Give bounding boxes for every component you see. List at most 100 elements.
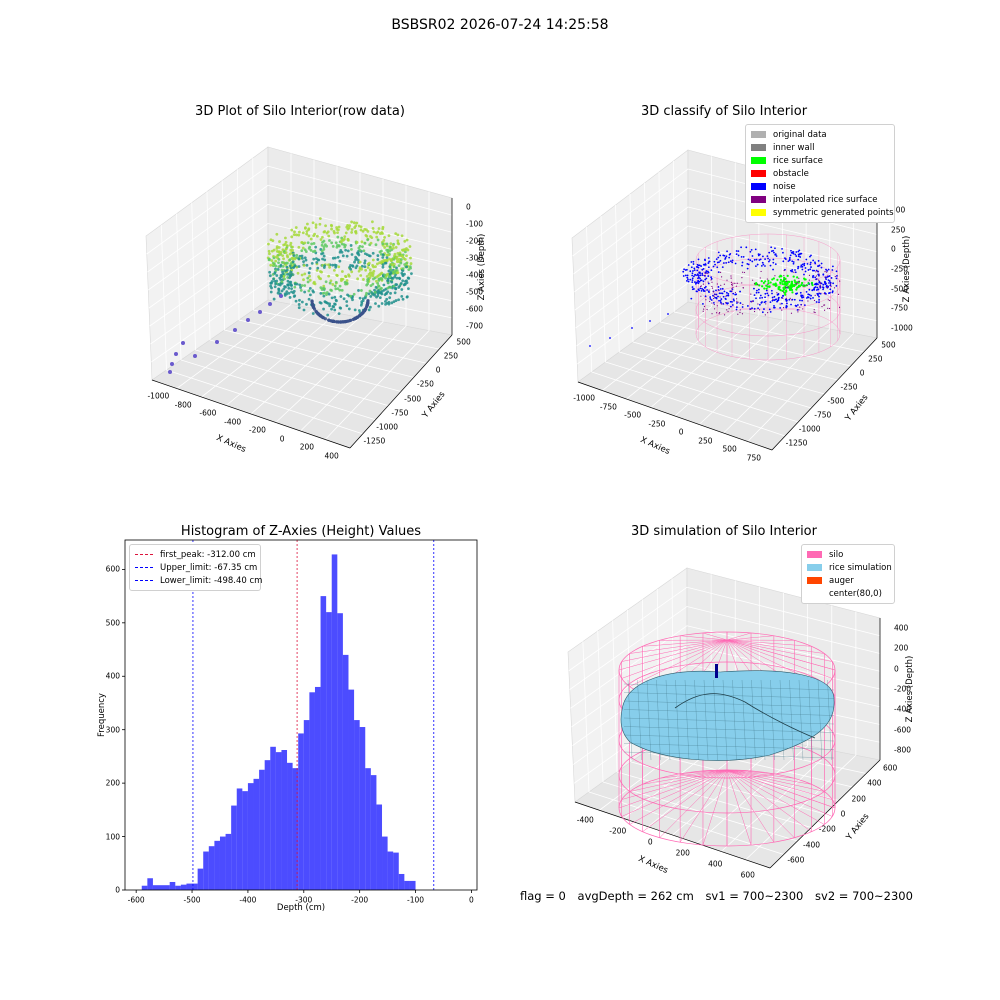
x-tick-label: 400 bbox=[708, 859, 723, 868]
legend-item: symmetric generated points bbox=[751, 206, 894, 219]
z-tick-label: -400 bbox=[894, 704, 912, 714]
y-tick-label: -500 bbox=[404, 394, 422, 404]
x-tick-label: -1000 bbox=[573, 393, 596, 403]
z-tick-label: -800 bbox=[894, 745, 912, 755]
histogram-bar bbox=[281, 750, 288, 890]
x-tick-label: 750 bbox=[746, 453, 762, 463]
histogram-bar bbox=[393, 852, 399, 890]
y-tick-label: 600 bbox=[105, 564, 120, 574]
y-tick-label: -400 bbox=[803, 840, 821, 850]
histogram-bar bbox=[180, 884, 187, 890]
x-tick-label: -600 bbox=[199, 408, 217, 418]
y-tick-label: -750 bbox=[814, 410, 832, 420]
histogram-bar bbox=[141, 885, 148, 890]
histogram-bar bbox=[147, 878, 153, 890]
y-tick-label: 600 bbox=[882, 763, 898, 773]
legend-item: silo bbox=[807, 548, 889, 561]
histogram-bar bbox=[337, 613, 343, 890]
legend-line-swatch bbox=[135, 567, 153, 568]
y-tick-label: 500 bbox=[456, 337, 471, 347]
histogram-legend: first_peak: -312.00 cm Upper_limit: -67.… bbox=[129, 544, 262, 591]
histogram-bar bbox=[197, 868, 204, 890]
y-tick-label: 500 bbox=[881, 340, 896, 350]
y-tick-label: -600 bbox=[787, 855, 805, 865]
histogram-bar bbox=[231, 805, 237, 890]
histogram-bar bbox=[404, 880, 410, 890]
z-tick-label: 500 bbox=[891, 205, 906, 215]
histogram-bar bbox=[287, 762, 293, 890]
z-tick-label: -1000 bbox=[891, 323, 913, 333]
x-tick-label: 500 bbox=[722, 444, 737, 454]
histogram-bar bbox=[225, 833, 232, 890]
y-tick-label: -200 bbox=[818, 824, 836, 834]
z-tick-label: -750 bbox=[891, 303, 909, 313]
x-tick-label: -1000 bbox=[147, 391, 170, 401]
y-tick-label: -500 bbox=[827, 396, 845, 406]
legend-item: center(80,0) bbox=[807, 587, 889, 600]
histogram-bar bbox=[320, 596, 327, 890]
y-tick-label: 400 bbox=[105, 671, 120, 681]
histogram-bar bbox=[326, 612, 332, 890]
x-tick-label: 200 bbox=[299, 442, 315, 452]
histogram-bar bbox=[314, 686, 321, 890]
flag-readout: flag = 0 bbox=[520, 889, 566, 903]
y-tick-label: 250 bbox=[443, 351, 459, 361]
histogram-xlabel: Depth (cm) bbox=[276, 903, 326, 913]
z-tick-label: -700 bbox=[466, 321, 484, 331]
y-tick-label: 100 bbox=[105, 832, 120, 842]
z-tick-label: 400 bbox=[894, 623, 909, 633]
z-tick-label: 0 bbox=[894, 664, 899, 674]
legend-item: noise bbox=[751, 180, 889, 193]
legend-label: rice simulation bbox=[829, 562, 892, 573]
y-tick-label: 200 bbox=[851, 794, 866, 804]
y-tick-label: -250 bbox=[416, 379, 434, 389]
histogram-bar bbox=[303, 720, 310, 890]
histogram-bar bbox=[342, 654, 349, 890]
legend-label: rice surface bbox=[773, 155, 823, 166]
legend-swatch bbox=[807, 577, 822, 584]
sv2-readout: sv2 = 700~2300 bbox=[815, 889, 913, 903]
histogram-bar bbox=[359, 727, 366, 890]
x-tick-label: -600 bbox=[127, 895, 145, 905]
histogram-bar bbox=[348, 689, 355, 890]
legend-label: obstacle bbox=[773, 168, 809, 179]
z-tick-label: -600 bbox=[466, 304, 484, 314]
legend-swatch bbox=[751, 144, 766, 151]
x-tick-label: 600 bbox=[740, 870, 755, 879]
histogram-bar bbox=[331, 554, 338, 890]
y-tick-label: -1000 bbox=[798, 424, 821, 434]
x-tick-label: -300 bbox=[295, 895, 313, 905]
x-tick-label: -100 bbox=[407, 895, 425, 905]
y-tick-label: 400 bbox=[867, 778, 882, 788]
x-tick-label: -250 bbox=[648, 419, 666, 429]
legend-label: auger bbox=[829, 575, 854, 586]
figure-title: BSBSR02 2026-07-24 14:25:58 bbox=[391, 17, 609, 33]
legend-item: first_peak: -312.00 cm bbox=[135, 548, 256, 561]
simulation-plot-title: 3D simulation of Silo Interior bbox=[631, 524, 817, 539]
x-tick-label: -400 bbox=[576, 815, 594, 824]
histogram-bar bbox=[152, 885, 170, 890]
x-tick-label: -750 bbox=[599, 402, 617, 412]
legend-item: inner wall bbox=[751, 141, 889, 154]
y-tick-label: 500 bbox=[105, 618, 120, 628]
legend-item: interpolated rice surface bbox=[751, 193, 889, 206]
z-tick-label: 0 bbox=[466, 202, 471, 212]
y-tick-label: 0 bbox=[840, 809, 846, 819]
legend-item: original data bbox=[751, 128, 889, 141]
legend-swatch bbox=[751, 209, 766, 216]
z-tick-label: -600 bbox=[894, 725, 912, 735]
histogram-bar bbox=[264, 760, 271, 890]
legend-label: noise bbox=[773, 181, 796, 192]
histogram-bar bbox=[259, 769, 265, 890]
legend-swatch bbox=[807, 564, 822, 571]
legend-label: inner wall bbox=[773, 142, 815, 153]
x-tick-label: -500 bbox=[624, 410, 642, 420]
histogram-frame bbox=[124, 539, 478, 891]
legend-swatch bbox=[807, 551, 822, 558]
legend-label: center(80,0) bbox=[829, 588, 882, 599]
z-tick-label: -400 bbox=[466, 270, 484, 280]
z-tick-label: -500 bbox=[891, 284, 909, 294]
histogram-bar bbox=[387, 851, 394, 890]
x-tick-label: 250 bbox=[698, 436, 713, 446]
histogram-ticks bbox=[122, 568, 472, 893]
